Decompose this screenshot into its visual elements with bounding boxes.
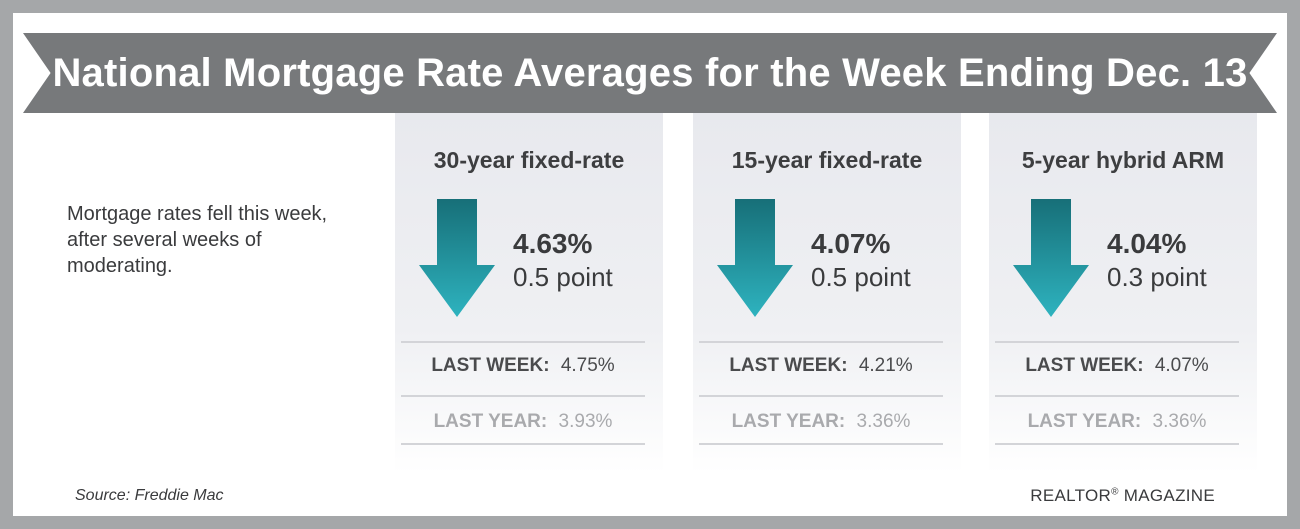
current-rate: 4.07% (811, 228, 891, 259)
last-year-row: LAST YEAR: 3.93% (395, 411, 651, 433)
last-year-value: 3.36% (1152, 411, 1207, 432)
rate-change: 0.5 point (811, 262, 911, 292)
divider (995, 341, 1239, 343)
brand-suffix: MAGAZINE (1118, 486, 1215, 505)
last-week-value: 4.07% (1154, 355, 1209, 376)
last-year-label: LAST YEAR: (1027, 411, 1142, 432)
last-year-value: 3.93% (558, 411, 613, 432)
divider (995, 395, 1239, 397)
last-year-value: 3.36% (856, 411, 911, 432)
down-arrow-icon (419, 199, 495, 317)
column-heading: 15-year fixed-rate (731, 147, 923, 173)
divider (401, 395, 645, 397)
registered-mark: ® (1111, 486, 1119, 498)
rate-change: 0.5 point (513, 262, 613, 292)
infographic-card: National Mortgage Rate Averages for the … (13, 13, 1287, 516)
last-year-label: LAST YEAR: (731, 411, 846, 432)
last-week-value: 4.75% (560, 355, 615, 376)
rate-column-5-year-arm: 5-year hybrid ARM 4.04% 0.3 point LAST W… (989, 113, 1257, 473)
last-week-label: LAST WEEK: (431, 355, 550, 376)
source-credit: Source: Freddie Mac (75, 487, 224, 504)
last-week-label: LAST WEEK: (729, 355, 848, 376)
divider (995, 443, 1239, 445)
last-week-row: LAST WEEK: 4.75% (395, 355, 651, 377)
rate-column-30-year: 30-year fixed-rate 4.63% 0.5 point LAST … (395, 113, 663, 473)
last-year-label: LAST YEAR: (433, 411, 548, 432)
page-title: National Mortgage Rate Averages for the … (52, 50, 1248, 95)
divider (699, 443, 943, 445)
column-heading: 30-year fixed-rate (433, 147, 625, 173)
summary-text: Mortgage rates fell this week, after sev… (67, 203, 328, 277)
rate-column-15-year: 15-year fixed-rate 4.07% 0.5 point LAST … (693, 113, 961, 473)
last-week-label: LAST WEEK: (1025, 355, 1144, 376)
brand-name: REALTOR (1030, 486, 1112, 505)
last-year-row: LAST YEAR: 3.36% (693, 411, 949, 433)
divider (401, 341, 645, 343)
rate-change: 0.3 point (1107, 262, 1207, 292)
last-year-row: LAST YEAR: 3.36% (989, 411, 1245, 433)
last-week-row: LAST WEEK: 4.07% (989, 355, 1245, 377)
title-banner: National Mortgage Rate Averages for the … (23, 33, 1277, 113)
divider (401, 443, 645, 445)
column-heading: 5-year hybrid ARM (1021, 147, 1225, 173)
down-arrow-icon (717, 199, 793, 317)
current-rate: 4.63% (513, 228, 593, 259)
last-week-row: LAST WEEK: 4.21% (693, 355, 949, 377)
down-arrow-icon (1013, 199, 1089, 317)
last-week-value: 4.21% (858, 355, 913, 376)
divider (699, 341, 943, 343)
publisher-logo: REALTOR® MAGAZINE (1030, 486, 1215, 506)
current-rate: 4.04% (1107, 228, 1187, 259)
divider (699, 395, 943, 397)
